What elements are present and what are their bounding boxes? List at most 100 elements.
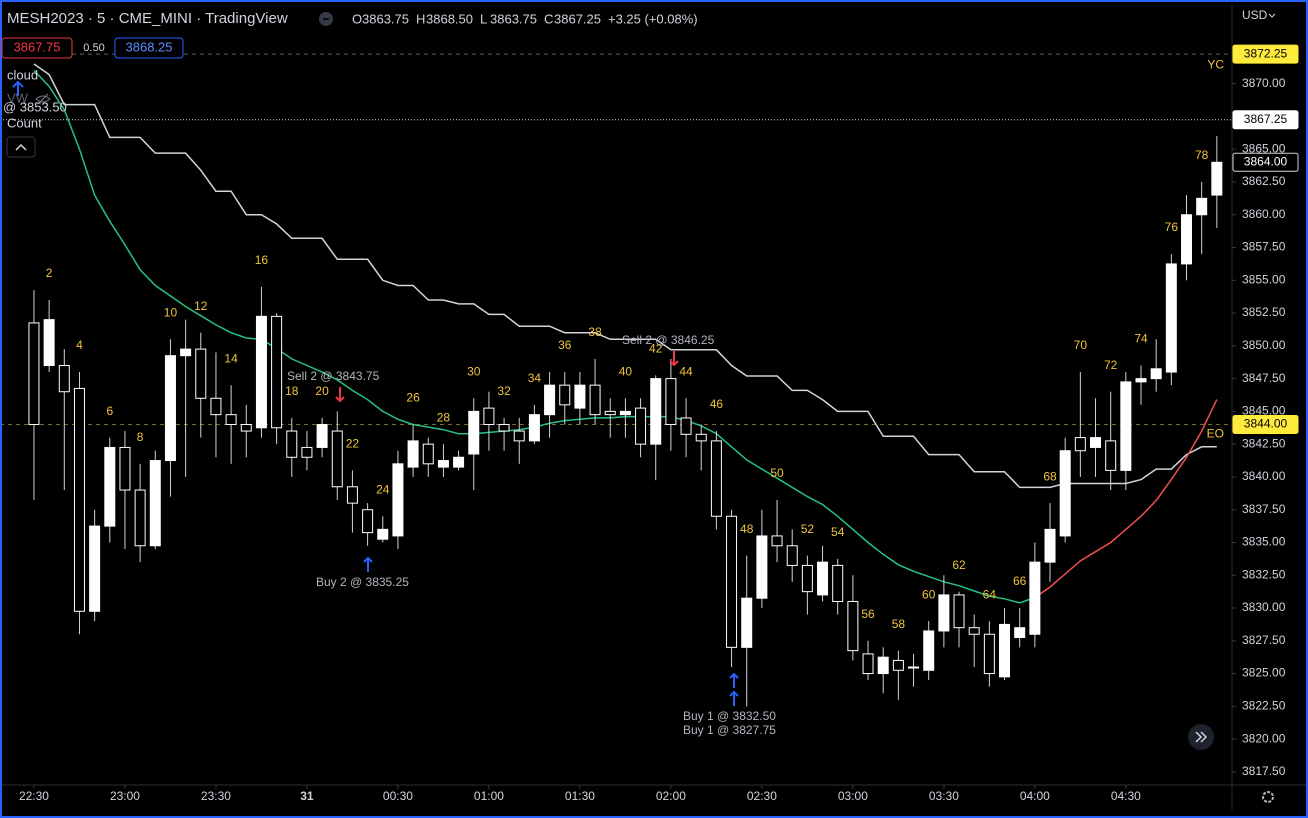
candle-body bbox=[1211, 161, 1223, 196]
bar-count: 70 bbox=[1074, 338, 1088, 352]
bar-count: 64 bbox=[983, 587, 997, 601]
candle-body bbox=[923, 630, 935, 671]
bar-count: 54 bbox=[831, 525, 845, 539]
ohlc-value: 3867.25 bbox=[554, 11, 601, 26]
candle-body bbox=[544, 384, 556, 416]
candle-body bbox=[862, 653, 874, 675]
sell-arrow bbox=[669, 351, 679, 367]
bar-count: 22 bbox=[346, 437, 360, 451]
bar-count: 52 bbox=[801, 522, 815, 536]
price-label: 3864.00 bbox=[1244, 154, 1288, 168]
candle-body bbox=[1074, 437, 1086, 452]
candle-body bbox=[392, 463, 404, 537]
bar-count: 38 bbox=[588, 325, 602, 339]
x-tick-label: 04:00 bbox=[1020, 789, 1050, 803]
indicator-cloud: cloud bbox=[7, 67, 38, 82]
candle-body bbox=[756, 535, 768, 599]
candle-body bbox=[817, 561, 829, 596]
candle-body bbox=[483, 407, 495, 425]
candle-body bbox=[422, 443, 434, 465]
candle-body bbox=[710, 440, 722, 517]
bar-count: 2 bbox=[46, 266, 53, 280]
candle-body bbox=[43, 319, 55, 367]
candle-body bbox=[1029, 561, 1041, 635]
y-tick-label: 3830.00 bbox=[1242, 600, 1286, 614]
candle-body bbox=[528, 414, 540, 442]
bar-count: 58 bbox=[892, 617, 906, 631]
settings-icon[interactable] bbox=[1262, 791, 1274, 803]
y-tick-label: 3837.50 bbox=[1242, 502, 1286, 516]
currency[interactable]: USD bbox=[1242, 8, 1268, 22]
x-tick-label: 31 bbox=[300, 789, 314, 803]
sell-arrow bbox=[335, 387, 345, 403]
sell-price-box[interactable] bbox=[1, 37, 73, 59]
price-label-box bbox=[1232, 44, 1299, 64]
bar-count: 24 bbox=[376, 482, 390, 496]
candle-body bbox=[589, 384, 601, 416]
x-tick-label: 22:30 bbox=[19, 789, 49, 803]
bar-count: 60 bbox=[922, 587, 936, 601]
bar-count: 50 bbox=[770, 466, 784, 480]
buy-arrow bbox=[12, 80, 24, 96]
bar-count: 20 bbox=[315, 384, 329, 398]
x-tick-label: 02:00 bbox=[656, 789, 686, 803]
y-tick-label: 3817.50 bbox=[1242, 764, 1286, 778]
candle-body bbox=[73, 387, 85, 612]
buy-arrow bbox=[729, 672, 739, 688]
candle-body bbox=[89, 525, 101, 612]
price-label: 3867.25 bbox=[1244, 112, 1288, 126]
hidden-eye-icon[interactable] bbox=[35, 93, 51, 105]
x-tick-label: 02:30 bbox=[747, 789, 777, 803]
candle-body bbox=[1014, 627, 1026, 639]
candle-body bbox=[28, 322, 40, 425]
candle-body bbox=[513, 430, 525, 442]
signal-label: Sell 2 @ 3843.75 bbox=[287, 369, 380, 383]
buy-arrow bbox=[363, 556, 373, 572]
collapse-button[interactable] bbox=[6, 136, 36, 158]
x-tick-label: 23:00 bbox=[110, 789, 140, 803]
ohlc-key: H bbox=[416, 11, 425, 26]
candle-body bbox=[225, 414, 237, 425]
bar-count: 66 bbox=[1013, 574, 1027, 588]
bar-count: 8 bbox=[137, 430, 144, 444]
candle-body bbox=[180, 348, 192, 357]
y-tick-label: 3822.50 bbox=[1242, 699, 1286, 713]
change: +3.25 (+0.08%) bbox=[608, 11, 698, 26]
candle-body bbox=[877, 656, 889, 675]
x-tick-label: 01:30 bbox=[565, 789, 595, 803]
candle-body bbox=[58, 365, 70, 393]
symbol-title: MESH2023 · 5 · CME_MINI · TradingView bbox=[7, 10, 288, 27]
candle-body bbox=[104, 446, 116, 527]
buy-price-box[interactable] bbox=[114, 37, 184, 59]
x-tick-label: 23:30 bbox=[201, 789, 231, 803]
indicator-price: @ 3853.50 bbox=[3, 99, 67, 114]
candle-body bbox=[968, 627, 980, 635]
candle-body bbox=[119, 446, 131, 491]
candle-body bbox=[498, 423, 510, 432]
candle-body bbox=[468, 410, 480, 455]
candle-body bbox=[149, 460, 161, 547]
candle-body bbox=[726, 515, 738, 648]
spread: 0.50 bbox=[83, 42, 104, 54]
y-tick-label: 3857.50 bbox=[1242, 240, 1286, 254]
candle-body bbox=[953, 594, 965, 629]
bar-count: 34 bbox=[528, 371, 542, 385]
x-tick-label: 03:30 bbox=[929, 789, 959, 803]
y-tick-label: 3862.50 bbox=[1242, 174, 1286, 188]
bar-count: 4 bbox=[76, 338, 83, 352]
candle-body bbox=[695, 433, 707, 442]
signal-label: Buy 1 @ 3827.75 bbox=[683, 723, 776, 737]
x-tick-label: 01:00 bbox=[474, 789, 504, 803]
candle-body bbox=[983, 633, 995, 675]
level-tag: EO bbox=[1207, 427, 1224, 441]
indicator-vwap: VW bbox=[7, 90, 29, 105]
candle-body bbox=[453, 456, 465, 468]
y-tick-label: 3827.50 bbox=[1242, 633, 1286, 647]
bar-count: 72 bbox=[1104, 358, 1118, 372]
level-tag: YC bbox=[1207, 57, 1224, 71]
scroll-icon bbox=[1195, 731, 1208, 743]
candle-body bbox=[286, 430, 298, 458]
y-tick-label: 3860.00 bbox=[1242, 207, 1286, 221]
